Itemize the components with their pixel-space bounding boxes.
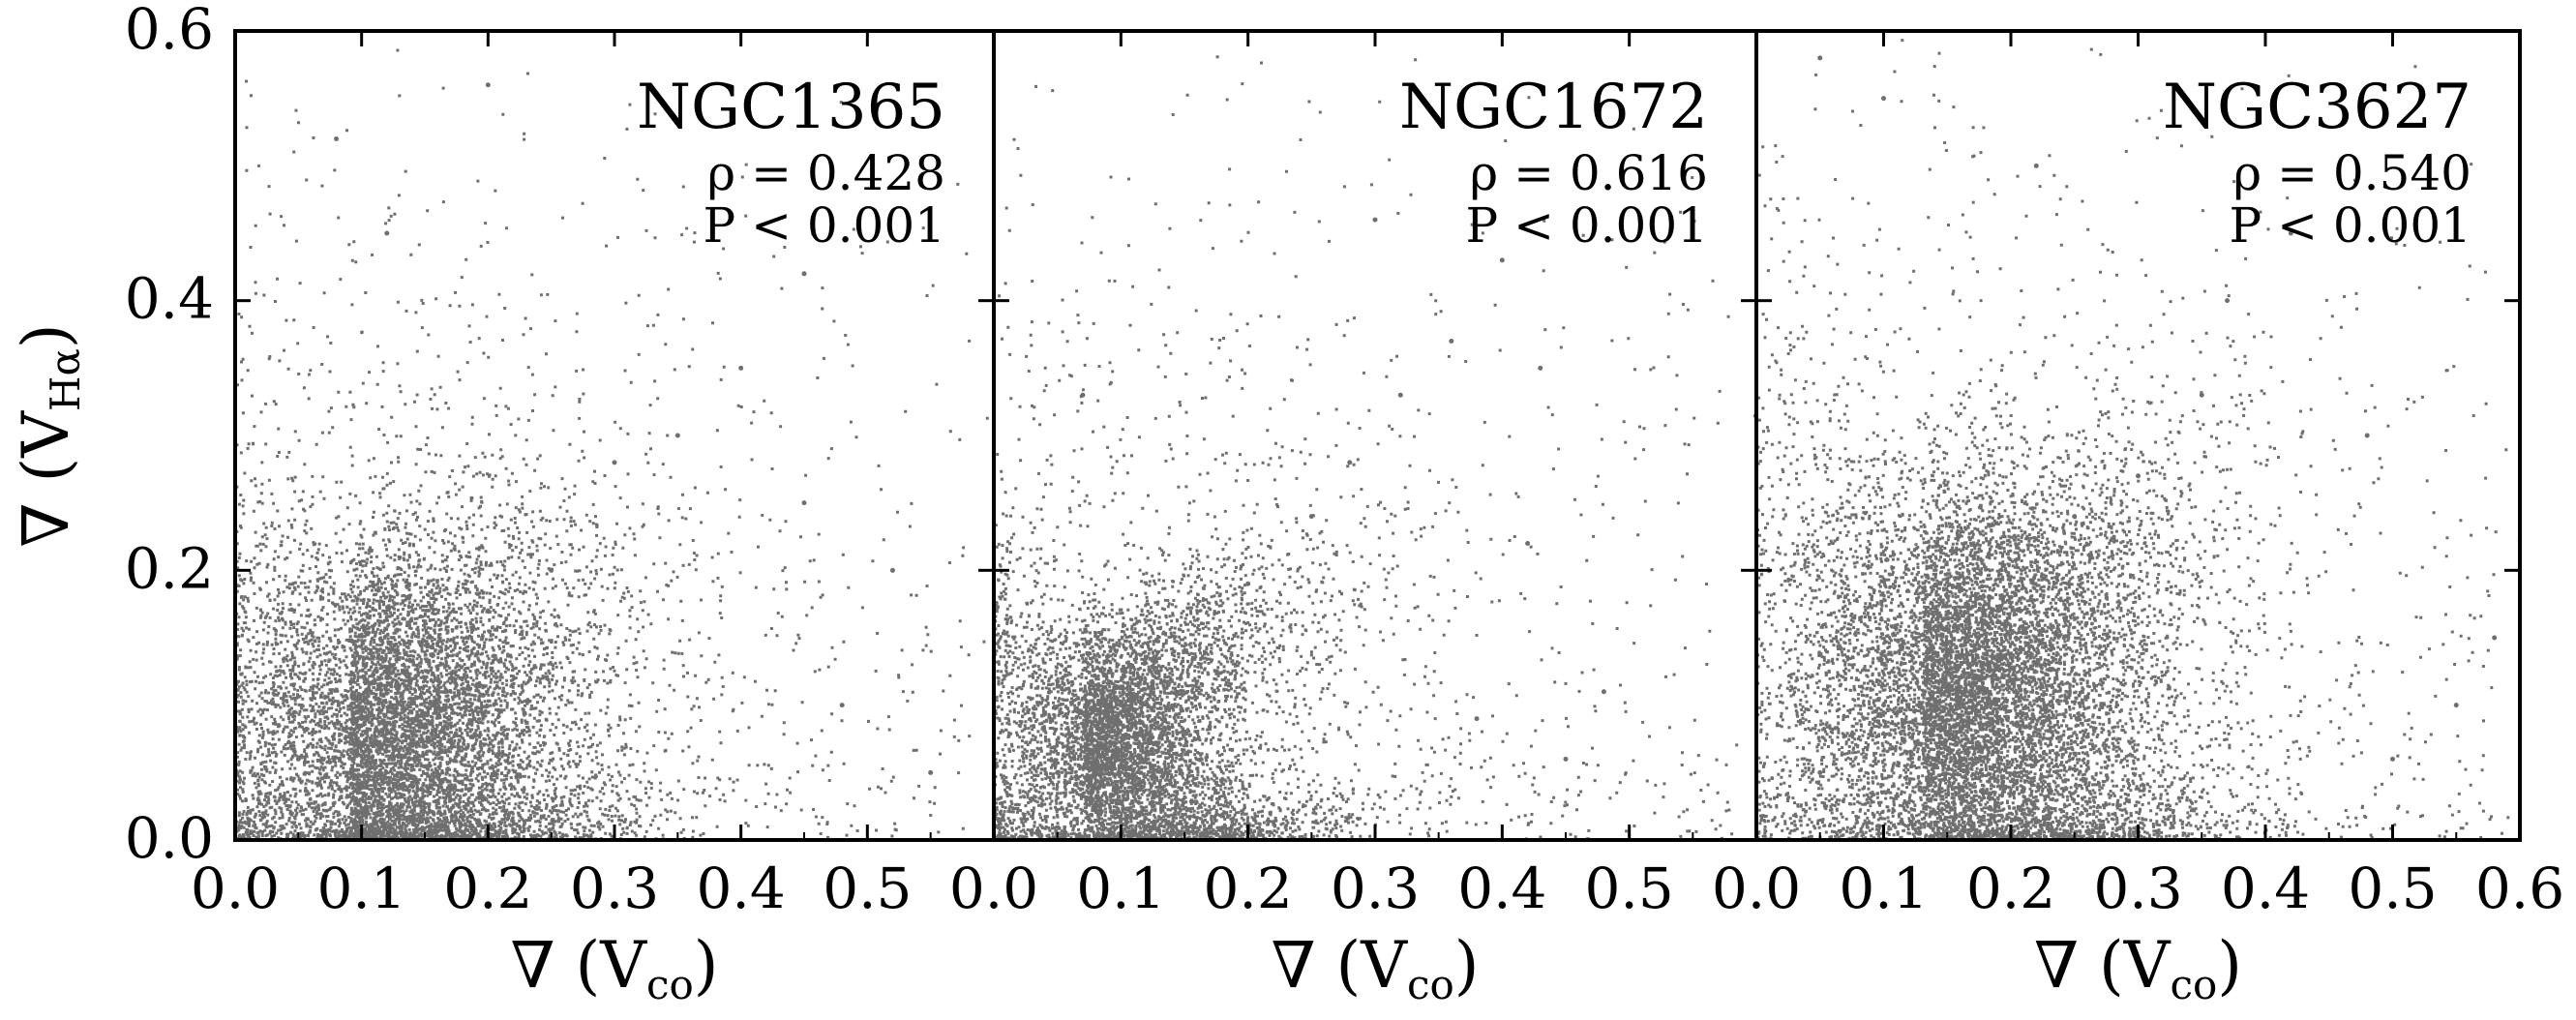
data-point [801, 271, 807, 277]
data-point [2390, 756, 2395, 762]
y-axis-label: ∇ (VHα) [9, 323, 89, 547]
x-tick-label: 0.6 [2475, 855, 2564, 921]
scatter-cloud [994, 31, 1756, 840]
data-point [1881, 96, 1886, 102]
data-point [2199, 392, 2204, 398]
data-point [1563, 756, 1569, 762]
panel-stat: ρ = 0.540 [2233, 145, 2471, 201]
x-tick-label: 0.2 [1204, 855, 1293, 921]
data-point [1474, 716, 1480, 722]
data-point [334, 135, 340, 141]
data-point [1449, 338, 1454, 344]
x-tick-label: 0.4 [2221, 855, 2310, 921]
data-point [738, 365, 744, 371]
data-point [485, 82, 491, 88]
y-tick-label: 0.4 [125, 266, 214, 332]
x-tick-label: 0.0 [191, 855, 280, 921]
scatter-points [994, 31, 1756, 840]
data-point [1245, 581, 1251, 586]
panel-title: NGC1365 [637, 72, 945, 143]
data-point [1817, 769, 1823, 775]
data-point [1372, 217, 1378, 223]
data-point [1499, 257, 1505, 263]
data-point [1601, 689, 1606, 695]
data-point [549, 567, 554, 573]
data-point [1080, 392, 1086, 398]
data-point [2072, 514, 2078, 520]
x-axis-label: ∇ (Vco) [1271, 928, 1479, 1008]
panel-stat: P < 0.001 [704, 197, 945, 254]
data-point [2364, 433, 2370, 438]
x-tick-label: 0.1 [1076, 855, 1165, 921]
data-point [1817, 55, 1823, 61]
data-point [801, 500, 807, 506]
data-point [1881, 703, 1886, 708]
x-tick-label: 0.4 [1457, 855, 1546, 921]
data-point [612, 460, 617, 465]
x-tick-label: 0.5 [823, 855, 912, 921]
data-point [1182, 648, 1187, 654]
x-tick-label: 0.0 [949, 855, 1038, 921]
data-point [2008, 594, 2014, 600]
scatter-cloud [235, 48, 989, 840]
data-point [2453, 703, 2459, 708]
data-point [1944, 648, 1950, 654]
panel-stat: P < 0.001 [2230, 197, 2471, 254]
x-tick-label: 0.3 [570, 855, 659, 921]
data-point [1525, 540, 1531, 546]
data-point [889, 567, 895, 573]
x-tick-label: 0.1 [317, 855, 406, 921]
panel-stat: P < 0.001 [1466, 197, 1708, 254]
data-point [2225, 298, 2231, 304]
data-point [295, 756, 301, 762]
data-point [2033, 163, 2039, 168]
y-tick-label: 0.2 [125, 535, 214, 601]
data-point [2492, 635, 2498, 641]
y-tick-label: 0.0 [125, 805, 214, 871]
data-point [2136, 473, 2141, 479]
x-tick-label: 0.2 [1966, 855, 2055, 921]
x-tick-label: 0.5 [1585, 855, 1674, 921]
data-point [1538, 365, 1543, 371]
data-point [422, 675, 428, 681]
scatter-points [235, 48, 989, 840]
panel-stat: ρ = 0.428 [707, 145, 945, 201]
panel-stat: ρ = 0.616 [1470, 145, 1708, 201]
data-point [928, 769, 934, 775]
x-tick-label: 0.4 [697, 855, 786, 921]
x-axis-label: ∇ (Vco) [2034, 928, 2242, 1008]
x-tick-label: 0.0 [1712, 855, 1801, 921]
x-tick-label: 0.1 [1839, 855, 1928, 921]
x-tick-label: 0.3 [1331, 855, 1420, 921]
panel-title: NGC1672 [1399, 72, 1708, 143]
x-tick-label: 0.3 [2093, 855, 2182, 921]
data-point [1347, 460, 1353, 465]
data-point [839, 703, 845, 708]
y-tick-label: 0.6 [125, 0, 214, 62]
data-point [1308, 514, 1314, 520]
data-point [1118, 703, 1123, 708]
x-tick-label: 0.5 [2348, 855, 2437, 921]
x-tick-label: 0.2 [443, 855, 532, 921]
scatter-cloud [1756, 39, 2520, 840]
data-point [485, 608, 491, 614]
data-point [1055, 769, 1061, 775]
data-point [1397, 392, 1403, 398]
data-point [359, 716, 365, 722]
data-point [384, 230, 390, 236]
data-point [2288, 230, 2293, 236]
data-point [674, 433, 680, 438]
panel-title: NGC3627 [2163, 72, 2471, 143]
scatter-points [1756, 39, 2520, 840]
x-axis-label: ∇ (Vco) [510, 928, 718, 1008]
